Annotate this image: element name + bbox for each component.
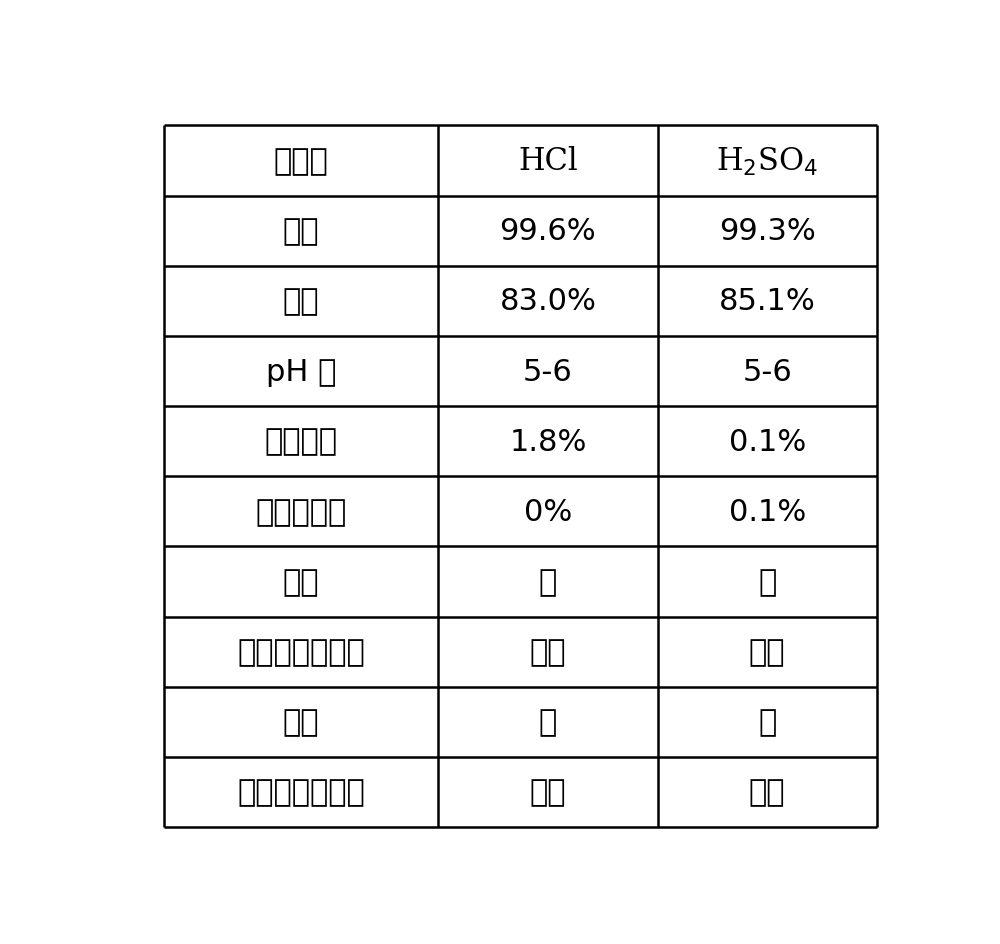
Bar xyxy=(658,126,877,196)
Bar xyxy=(438,477,658,547)
Text: 变蓝: 变蓝 xyxy=(530,778,566,806)
Bar xyxy=(658,687,877,757)
Text: 5-6: 5-6 xyxy=(523,357,573,386)
Text: 5-6: 5-6 xyxy=(742,357,792,386)
Text: 酸种类: 酸种类 xyxy=(274,147,328,176)
Text: 滤液不溶物: 滤液不溶物 xyxy=(255,497,347,526)
Bar xyxy=(438,266,658,337)
Bar xyxy=(164,196,438,266)
Text: 无: 无 xyxy=(539,707,557,736)
Text: 淀粉: 淀粉 xyxy=(283,567,319,597)
Text: 无: 无 xyxy=(758,567,776,597)
Text: 99.3%: 99.3% xyxy=(719,217,816,246)
Bar xyxy=(658,196,877,266)
Bar xyxy=(438,616,658,687)
Text: 无: 无 xyxy=(758,707,776,736)
Text: 变蓝: 变蓝 xyxy=(749,637,785,666)
Text: 加氯化锌碘试液: 加氯化锌碘试液 xyxy=(237,778,365,806)
Text: 无: 无 xyxy=(539,567,557,597)
Bar xyxy=(164,266,438,337)
Text: pH 值: pH 值 xyxy=(266,357,336,386)
Bar xyxy=(438,407,658,477)
Bar xyxy=(164,757,438,827)
Bar xyxy=(164,547,438,616)
Bar xyxy=(438,196,658,266)
Bar xyxy=(164,687,438,757)
Text: 85.1%: 85.1% xyxy=(719,287,816,316)
Text: 变蓝: 变蓝 xyxy=(749,778,785,806)
Bar xyxy=(658,266,877,337)
Text: 83.0%: 83.0% xyxy=(499,287,596,316)
Bar xyxy=(438,687,658,757)
Text: 产率: 产率 xyxy=(283,287,319,316)
Text: 0.1%: 0.1% xyxy=(729,428,806,456)
Bar xyxy=(438,547,658,616)
Bar xyxy=(164,616,438,687)
Text: 变蓝: 变蓝 xyxy=(530,637,566,666)
Bar xyxy=(658,616,877,687)
Bar xyxy=(658,407,877,477)
Bar xyxy=(164,407,438,477)
Text: 0.1%: 0.1% xyxy=(729,497,806,526)
Text: 含量: 含量 xyxy=(283,217,319,246)
Text: 0%: 0% xyxy=(524,497,572,526)
Text: 1.8%: 1.8% xyxy=(509,428,587,456)
Bar xyxy=(658,477,877,547)
Text: 99.6%: 99.6% xyxy=(500,217,596,246)
Text: 加氯化锌碘试液: 加氯化锌碘试液 xyxy=(237,637,365,666)
Bar xyxy=(658,757,877,827)
Text: 干燥失重: 干燥失重 xyxy=(265,428,338,456)
Text: H$_2$SO$_4$: H$_2$SO$_4$ xyxy=(716,145,818,177)
Bar xyxy=(438,126,658,196)
Bar xyxy=(438,337,658,407)
Bar xyxy=(164,126,438,196)
Bar xyxy=(658,547,877,616)
Bar xyxy=(164,477,438,547)
Bar xyxy=(164,337,438,407)
Text: HCl: HCl xyxy=(518,146,578,177)
Text: 淀粉: 淀粉 xyxy=(283,707,319,736)
Bar xyxy=(658,337,877,407)
Bar xyxy=(438,757,658,827)
